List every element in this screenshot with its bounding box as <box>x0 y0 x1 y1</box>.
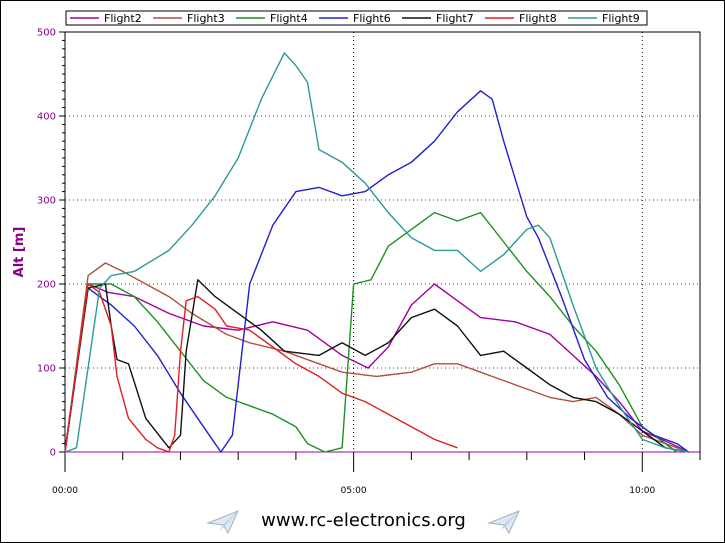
website-text: www.rc-electronics.org <box>261 510 466 531</box>
x-tick-label: 10:00 <box>629 486 655 496</box>
legend-label: Flight2 <box>104 12 142 25</box>
paper-plane-icon <box>487 510 520 535</box>
paper-plane-icon <box>206 510 239 535</box>
axis-ticks: 0 100 200 300 400 500 00:00 05:00 10:00 <box>37 28 701 496</box>
series-line-flight3 <box>64 262 689 453</box>
y-tick-label: 200 <box>37 280 56 291</box>
series-line-flight9 <box>64 52 689 453</box>
legend-label: Flight9 <box>602 12 640 25</box>
series-lines <box>64 52 689 453</box>
series-line-flight4 <box>64 211 678 453</box>
series-line-flight7 <box>64 279 689 453</box>
y-tick-label: 100 <box>37 364 56 375</box>
series-line-flight6 <box>64 90 689 453</box>
series-line-flight2 <box>64 283 689 453</box>
legend-label: Flight3 <box>187 12 225 25</box>
y-tick-label: 300 <box>37 196 56 207</box>
axes <box>64 31 701 453</box>
y-tick-label: 0 <box>50 448 56 459</box>
legend-box <box>65 10 648 26</box>
y-tick-label: 400 <box>37 112 56 123</box>
grid <box>65 31 700 452</box>
legend-label: Flight7 <box>436 12 474 25</box>
series-line-flight8 <box>64 283 458 453</box>
x-tick-label: 00:00 <box>52 486 78 496</box>
y-axis-label: Alt [m] <box>12 227 27 278</box>
x-tick-label: 05:00 <box>341 486 367 496</box>
y-tick-label: 500 <box>37 28 56 39</box>
legend-label: Flight8 <box>519 12 557 25</box>
legend-label: Flight6 <box>353 12 391 25</box>
footer: www.rc-electronics.org <box>1 501 725 541</box>
legend: Flight2 Flight3 Flight4 Flight6 Flight7 Fligh… <box>65 10 648 26</box>
plot-border <box>64 31 701 453</box>
legend-label: Flight4 <box>270 12 308 25</box>
